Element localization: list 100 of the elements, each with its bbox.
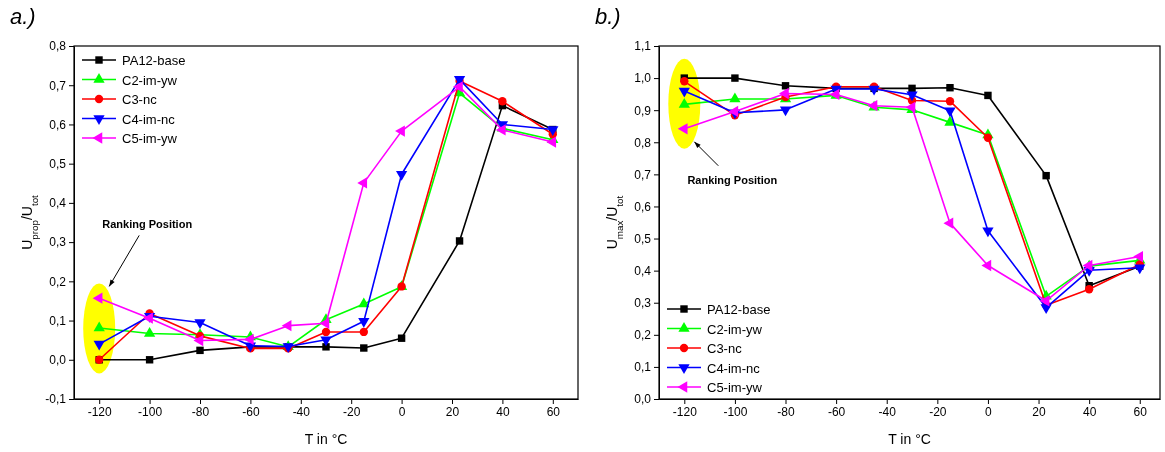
- y-tick-label: 0,6: [634, 199, 652, 214]
- chart-title: a.): [10, 4, 36, 29]
- point: [983, 133, 993, 142]
- point: [322, 343, 330, 351]
- x-tick-label: -100: [723, 404, 748, 419]
- y-tick-label: 0,8: [634, 135, 652, 150]
- y-tick-label: 0,4: [49, 196, 67, 211]
- point: [358, 318, 370, 328]
- x-tick-label: -80: [777, 404, 796, 419]
- point: [779, 87, 789, 100]
- x-axis-title: T in °C: [888, 431, 931, 447]
- y-tick-label: 0,2: [634, 328, 652, 343]
- point: [359, 327, 368, 337]
- point: [981, 259, 992, 272]
- point: [93, 321, 105, 332]
- point: [946, 84, 954, 92]
- point: [1039, 295, 1050, 307]
- point: [677, 123, 688, 135]
- point: [678, 97, 690, 108]
- x-tick-label: 20: [1032, 404, 1047, 419]
- legend-label: C3-nc: [707, 341, 743, 356]
- point: [945, 97, 955, 106]
- legend-label: PA12-base: [707, 302, 771, 317]
- x-tick-label: -120: [87, 404, 113, 419]
- point: [498, 97, 507, 106]
- x-tick-label: -60: [242, 404, 260, 419]
- point: [943, 217, 954, 229]
- point: [944, 107, 956, 118]
- point: [453, 81, 463, 93]
- x-tick-label: -40: [292, 404, 311, 419]
- y-tick-label: 0,3: [49, 235, 67, 250]
- point: [321, 327, 331, 337]
- x-tick-label: -20: [343, 404, 361, 419]
- y-tick-label: 0,4: [634, 263, 652, 278]
- y-tick-label: 0,6: [49, 117, 67, 132]
- y-tick-label: 0,9: [634, 103, 652, 118]
- point: [193, 334, 204, 347]
- y-tick-label: 0,3: [634, 296, 652, 311]
- y-tick-label: 0,7: [49, 78, 67, 93]
- legend-label: C2-im-yw: [122, 72, 178, 88]
- point: [728, 105, 739, 118]
- x-tick-label: -20: [929, 404, 947, 419]
- point: [1042, 171, 1050, 180]
- point: [360, 344, 368, 352]
- annotation: Ranking Position: [687, 173, 778, 186]
- point: [982, 227, 994, 238]
- y-tick-label: 1,1: [634, 39, 652, 54]
- x-tick-label: 0: [985, 404, 993, 419]
- point: [1134, 264, 1146, 275]
- y-tick-label: 0,5: [49, 157, 67, 172]
- legend-label: C4-im-nc: [707, 360, 761, 376]
- point: [93, 340, 105, 351]
- point: [731, 74, 739, 82]
- point: [196, 346, 204, 355]
- legend-label: C4-im-nc: [122, 111, 176, 127]
- x-tick-label: -120: [672, 404, 698, 419]
- point: [194, 319, 206, 330]
- x-tick-label: -60: [827, 404, 846, 419]
- point: [984, 91, 992, 100]
- point: [908, 84, 916, 93]
- legend-label: C3-nc: [122, 92, 158, 107]
- legend-label: PA12-base: [122, 53, 186, 68]
- x-tick-label: -80: [191, 404, 210, 419]
- x-axis-title: T in °C: [304, 431, 348, 447]
- point: [495, 124, 506, 136]
- point: [397, 334, 406, 342]
- point: [455, 237, 464, 245]
- point: [729, 92, 741, 103]
- y-tick-label: 0,2: [49, 274, 67, 289]
- x-tick-label: 60: [1133, 404, 1148, 419]
- x-tick-label: 40: [496, 404, 510, 419]
- x-tick-label: -100: [138, 404, 163, 419]
- point: [281, 320, 292, 332]
- point: [357, 177, 368, 189]
- x-tick-label: 60: [546, 404, 561, 419]
- y-tick-label: 0,7: [634, 167, 652, 182]
- y-tick-label: 0,1: [634, 360, 652, 375]
- legend-label: C5-im-yw: [707, 380, 763, 395]
- point: [678, 87, 690, 98]
- legend-label: C5-im-yw: [122, 131, 178, 146]
- y-tick-label: 0,0: [634, 392, 652, 407]
- point: [781, 82, 790, 90]
- point: [546, 136, 557, 148]
- y-tick-label: 0,0: [49, 353, 67, 368]
- point: [779, 106, 792, 117]
- x-tick-label: 0: [398, 404, 406, 419]
- point: [92, 292, 103, 304]
- x-tick-label: -40: [878, 404, 897, 419]
- point: [395, 125, 405, 137]
- y-tick-label: 1,0: [634, 71, 652, 86]
- point: [1084, 285, 1094, 294]
- point: [319, 317, 330, 329]
- y-tick-label: -0,1: [45, 392, 67, 407]
- y-tick-label: 0,5: [634, 231, 652, 246]
- point: [395, 171, 408, 181]
- chart-title: b.): [595, 4, 621, 29]
- point: [680, 77, 689, 86]
- x-tick-label: 20: [445, 404, 460, 419]
- annotation: Ranking Position: [102, 218, 193, 231]
- legend-label: C2-im-yw: [707, 321, 763, 337]
